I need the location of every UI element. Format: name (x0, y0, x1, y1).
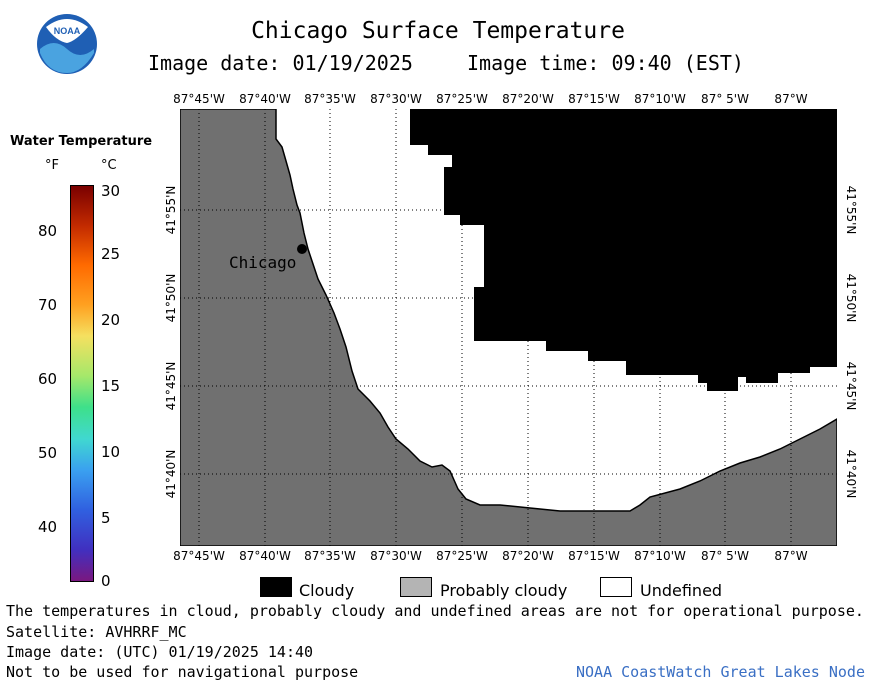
lon-label: 87°W (774, 92, 808, 106)
c-tick: 10 (101, 443, 121, 461)
utc-date-text: Image date: (UTC) 01/19/2025 14:40 (6, 643, 314, 661)
navigation-warning: Not to be used for navigational purpose (6, 663, 359, 681)
lat-label: 41°45'N (844, 361, 858, 411)
lon-label: 87°45'W (173, 92, 225, 106)
lon-label: 87°10'W (634, 549, 686, 563)
lon-label: 87°15'W (568, 92, 620, 106)
legend-label-probably-cloudy: Probably cloudy (440, 581, 568, 600)
graticule (180, 109, 837, 546)
lon-label: 87° 5'W (701, 92, 749, 106)
legend-swatch-cloudy (260, 577, 292, 597)
unit-f: °F (45, 158, 59, 173)
color-scale-bar (70, 185, 94, 582)
c-tick: 5 (101, 509, 111, 527)
unit-c: °C (101, 158, 117, 173)
lat-label: 41°50'N (844, 273, 858, 323)
lon-label: 87°35'W (304, 92, 356, 106)
credit-text: NOAA CoastWatch Great Lakes Node (576, 663, 865, 681)
f-tick: 80 (38, 222, 58, 240)
lat-label: 41°40'N (844, 449, 858, 499)
image-time: Image time: 09:40 (EST) (467, 51, 744, 75)
lon-label: 87°W (774, 549, 808, 563)
lat-label: 41°50'N (164, 273, 178, 323)
lat-label: 41°45'N (164, 361, 178, 411)
noaa-logo: NOAA (36, 13, 98, 75)
f-tick: 40 (38, 518, 58, 536)
legend-label-cloudy: Cloudy (299, 581, 355, 600)
lon-label: 87°25'W (436, 549, 488, 563)
c-tick: 20 (101, 311, 121, 329)
lon-label: 87°35'W (304, 549, 356, 563)
city-label: Chicago (229, 253, 297, 272)
lat-label: 41°40'N (164, 449, 178, 499)
lon-label: 87°30'W (370, 92, 422, 106)
f-tick: 60 (38, 370, 58, 388)
lon-label: 87°45'W (173, 549, 225, 563)
lon-label: 87°15'W (568, 549, 620, 563)
lon-label: 87°30'W (370, 549, 422, 563)
legend-label-undefined: Undefined (640, 581, 723, 600)
page-title: Chicago Surface Temperature (251, 18, 625, 44)
c-tick: 15 (101, 377, 121, 395)
scale-title: Water Temperature (10, 134, 153, 149)
surface-temperature-map (180, 109, 837, 546)
legend-swatch-undefined (600, 577, 632, 597)
lon-label: 87° 5'W (701, 549, 749, 563)
lat-label: 41°55'N (164, 185, 178, 235)
lon-label: 87°20'W (502, 549, 554, 563)
lon-label: 87°10'W (634, 92, 686, 106)
chicago-marker (297, 244, 307, 254)
satellite-text: Satellite: AVHRRF_MC (6, 623, 187, 641)
lon-label: 87°40'W (239, 549, 291, 563)
cloudy-area (410, 109, 837, 391)
c-tick: 25 (101, 245, 121, 263)
f-tick: 70 (38, 296, 58, 314)
image-date: Image date: 01/19/2025 (148, 51, 413, 75)
lon-label: 87°40'W (239, 92, 291, 106)
lon-label: 87°25'W (436, 92, 488, 106)
logo-text: NOAA (54, 26, 81, 36)
f-tick: 50 (38, 444, 58, 462)
c-tick: 30 (101, 182, 121, 200)
lon-label: 87°20'W (502, 92, 554, 106)
c-tick: 0 (101, 572, 111, 590)
land-area (180, 109, 837, 546)
disclaimer-text: The temperatures in cloud, probably clou… (6, 602, 864, 620)
lat-label: 41°55'N (844, 185, 858, 235)
legend-swatch-probably-cloudy (400, 577, 432, 597)
